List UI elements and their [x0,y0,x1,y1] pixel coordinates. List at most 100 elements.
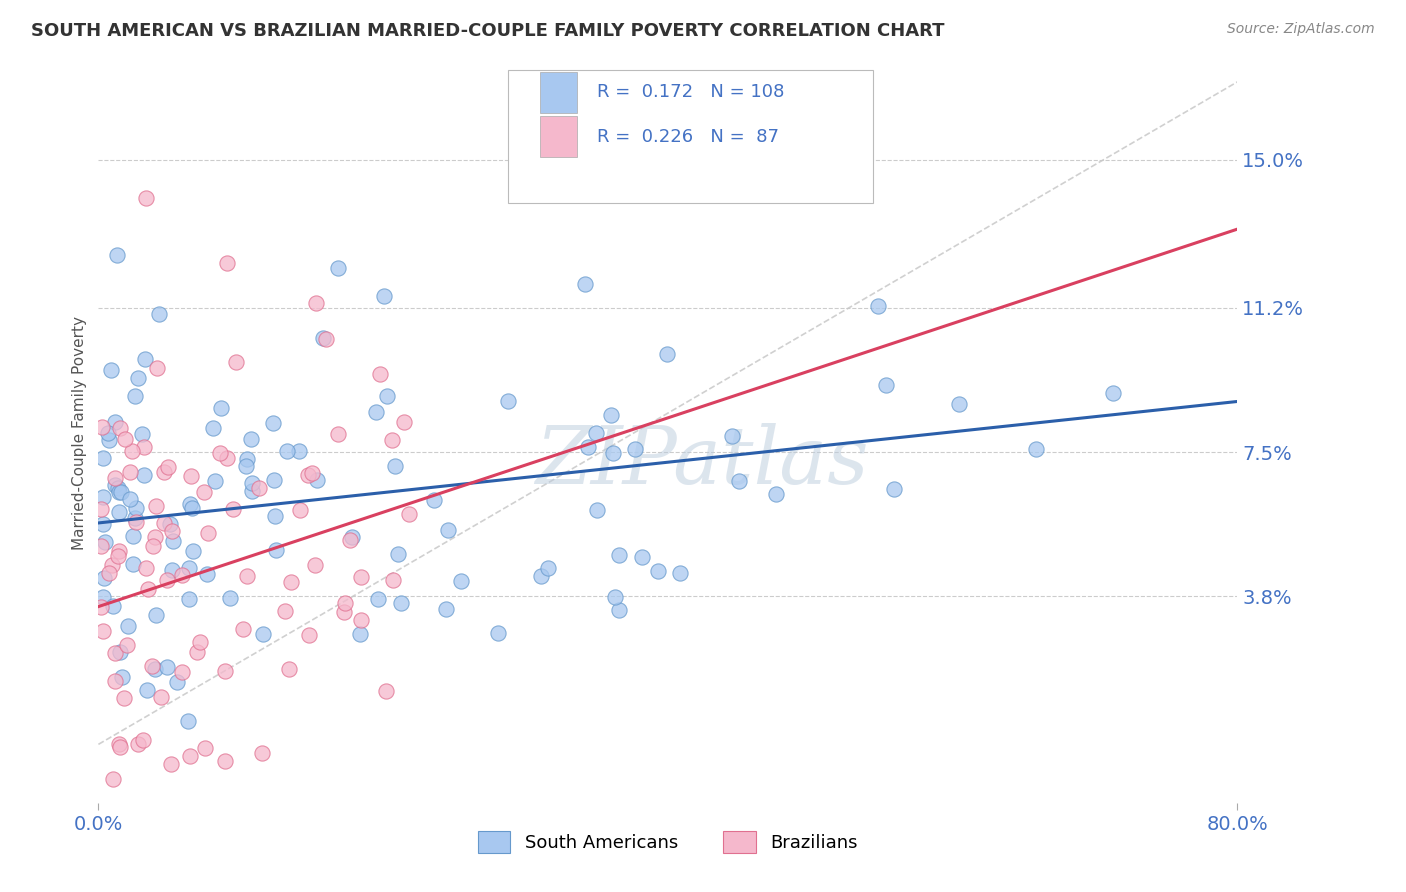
Point [195,567,218,582]
Point [655,346,678,360]
Point [423,492,446,507]
Point [97,566,120,580]
Point [368,367,391,381]
Point [90,600,112,615]
Point [193,740,215,755]
Point [141,658,163,673]
Point [90,502,112,516]
Point [305,473,328,487]
Point [215,451,238,466]
Point [398,507,420,521]
Point [104,415,127,429]
Point [274,604,297,618]
Point [326,427,349,442]
Point [209,401,232,415]
Point [252,627,274,641]
Point [585,425,607,440]
Point [204,474,226,488]
Point [574,277,596,291]
Point [304,558,326,573]
Point [332,605,354,619]
Point [159,516,181,531]
Point [97,433,120,447]
Point [765,487,787,501]
Point [668,566,690,580]
Point [367,591,389,606]
Point [381,433,404,447]
Point [108,421,131,435]
Point [602,445,624,459]
Point [160,524,183,538]
Point [104,477,127,491]
Point [108,645,131,659]
Point [1102,386,1125,401]
FancyBboxPatch shape [540,72,576,112]
Point [214,664,236,678]
Point [607,548,630,562]
Point [630,549,652,564]
Point [153,516,176,531]
Point [830,166,852,180]
Point [180,468,202,483]
Point [496,394,519,409]
Point [94,534,117,549]
Point [366,405,388,419]
Point [91,490,114,504]
Point [537,561,560,575]
Point [179,561,201,575]
Point [225,354,247,368]
Point [107,549,129,563]
Point [297,467,319,482]
Text: R =  0.172   N = 108: R = 0.172 N = 108 [598,84,785,102]
Point [188,634,211,648]
Point [387,547,409,561]
Point [112,690,135,705]
Point [208,445,231,459]
Point [250,747,273,761]
Point [450,574,472,589]
Point [156,573,179,587]
Point [104,470,127,484]
Point [607,603,630,617]
Point [160,563,183,577]
Point [91,590,114,604]
Point [247,481,270,495]
Point [90,420,112,434]
Point [143,531,166,545]
Point [142,539,165,553]
Point [235,458,257,473]
Point [240,475,263,490]
Point [170,567,193,582]
Point [166,675,188,690]
Point [373,289,395,303]
Point [177,714,200,728]
Point [148,307,170,321]
Point [384,459,406,474]
Point [105,248,128,262]
Point [124,389,146,403]
Point [127,738,149,752]
Point [326,260,349,275]
Point [104,838,127,852]
Point [530,569,553,583]
Point [276,444,298,458]
Point [600,408,623,422]
Point [103,599,125,614]
Point [179,497,201,511]
Point [97,426,120,441]
Point [107,481,129,495]
Point [93,844,115,858]
Point [160,757,183,772]
Point [335,596,357,610]
Point [585,503,607,517]
Point [236,452,259,467]
Point [112,826,135,840]
Point [180,500,202,515]
Point [134,351,156,366]
Point [127,371,149,385]
Point [107,484,129,499]
Point [222,502,245,516]
Point [136,582,159,597]
Point [177,863,200,877]
Point [576,441,599,455]
